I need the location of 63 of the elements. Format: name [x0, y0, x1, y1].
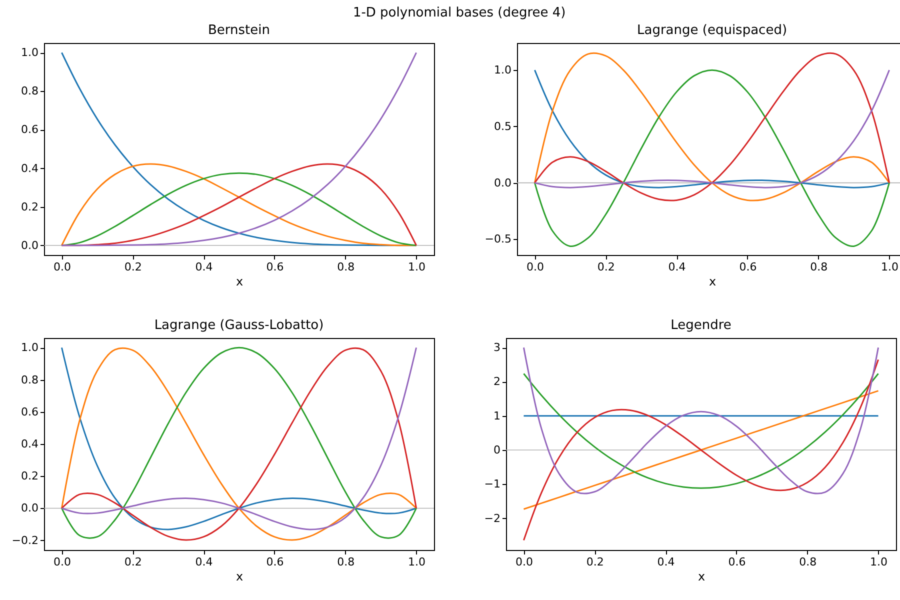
y-tick-label: 0.0: [21, 238, 38, 252]
y-tick-label: 0.6: [21, 405, 38, 418]
x-tick-label: 0.6: [739, 260, 757, 274]
y-tick-label: 2: [494, 375, 500, 388]
text: 1-D polynomial bases (degree 4): [352, 6, 566, 20]
y-tick-label: 0.5: [494, 120, 512, 133]
y-tick-label: 0.4: [21, 438, 38, 450]
x-tick-label: 0.2: [124, 556, 142, 568]
y-tick-label: 0: [494, 443, 500, 456]
x-tick-label: 0.4: [195, 556, 213, 568]
x-tick-label: 0.8: [810, 260, 828, 274]
x-axis-title: x: [236, 570, 244, 584]
x-tick-label: 1.0: [408, 556, 426, 568]
x-tick-label: 1.0: [408, 260, 426, 274]
x-tick-label: 0.4: [657, 556, 675, 568]
chart-title: Bernstein: [208, 23, 270, 38]
line-series: [534, 69, 890, 188]
x-tick-label: 0.2: [586, 556, 604, 568]
y-tick-label: 0.6: [21, 123, 38, 136]
line-series: [522, 372, 880, 489]
x-axis-title: x: [708, 274, 716, 288]
y-tick-label: 0.2: [21, 470, 38, 483]
y-tick-label: 0.2: [21, 200, 38, 214]
y-tick-label: 0.0: [494, 176, 512, 190]
y-tick-label: 1.0: [21, 46, 38, 60]
y-tick-label: 1.0: [494, 64, 512, 77]
x-tick-label: 0.0: [53, 260, 71, 274]
x-tick-label: 0.6: [266, 556, 284, 568]
line-series: [534, 69, 890, 247]
y-tick-label: 1: [494, 409, 500, 422]
x-tick-label: 1.0: [870, 556, 888, 568]
x-tick-label: 0.6: [266, 260, 284, 274]
y-tick-label: 3: [494, 341, 500, 354]
y-tick-label: 0.4: [21, 162, 38, 175]
x-axis-title: x: [236, 274, 244, 288]
x-axis-title: x: [698, 570, 706, 584]
x-tick-label: 0.2: [597, 260, 615, 274]
y-tick-label: −1: [484, 478, 500, 491]
y-tick-label: −0.5: [484, 232, 512, 246]
x-tick-label: 0.0: [53, 556, 71, 568]
chart-title: Legendre: [670, 318, 732, 333]
y-tick-label: −0.2: [12, 534, 38, 547]
y-tick-label: 1.0: [21, 341, 38, 354]
y-tick-label: 0.8: [21, 84, 38, 98]
x-tick-label: 0.2: [124, 260, 142, 274]
line-series: [522, 358, 880, 542]
y-tick-label: −2: [484, 512, 500, 525]
chart-title: Lagrange (Gauss-Lobatto): [154, 318, 324, 333]
x-tick-label: 0.0: [515, 556, 533, 568]
x-tick-label: 0.4: [195, 260, 213, 274]
chart-title: Lagrange (equispaced): [636, 23, 788, 38]
x-tick-label: 1.0: [881, 260, 899, 274]
x-tick-label: 0.8: [337, 260, 355, 274]
x-tick-label: 0.4: [668, 260, 686, 274]
line-series: [522, 390, 880, 510]
x-tick-label: 0.6: [728, 556, 746, 568]
x-tick-label: 0.0: [526, 260, 544, 274]
x-tick-label: 0.8: [337, 556, 355, 568]
y-tick-label: 0.0: [21, 502, 38, 515]
line-series: [60, 52, 418, 246]
y-tick-label: 0.8: [21, 373, 38, 386]
line-series: [534, 52, 890, 202]
x-tick-label: 0.8: [799, 556, 817, 568]
